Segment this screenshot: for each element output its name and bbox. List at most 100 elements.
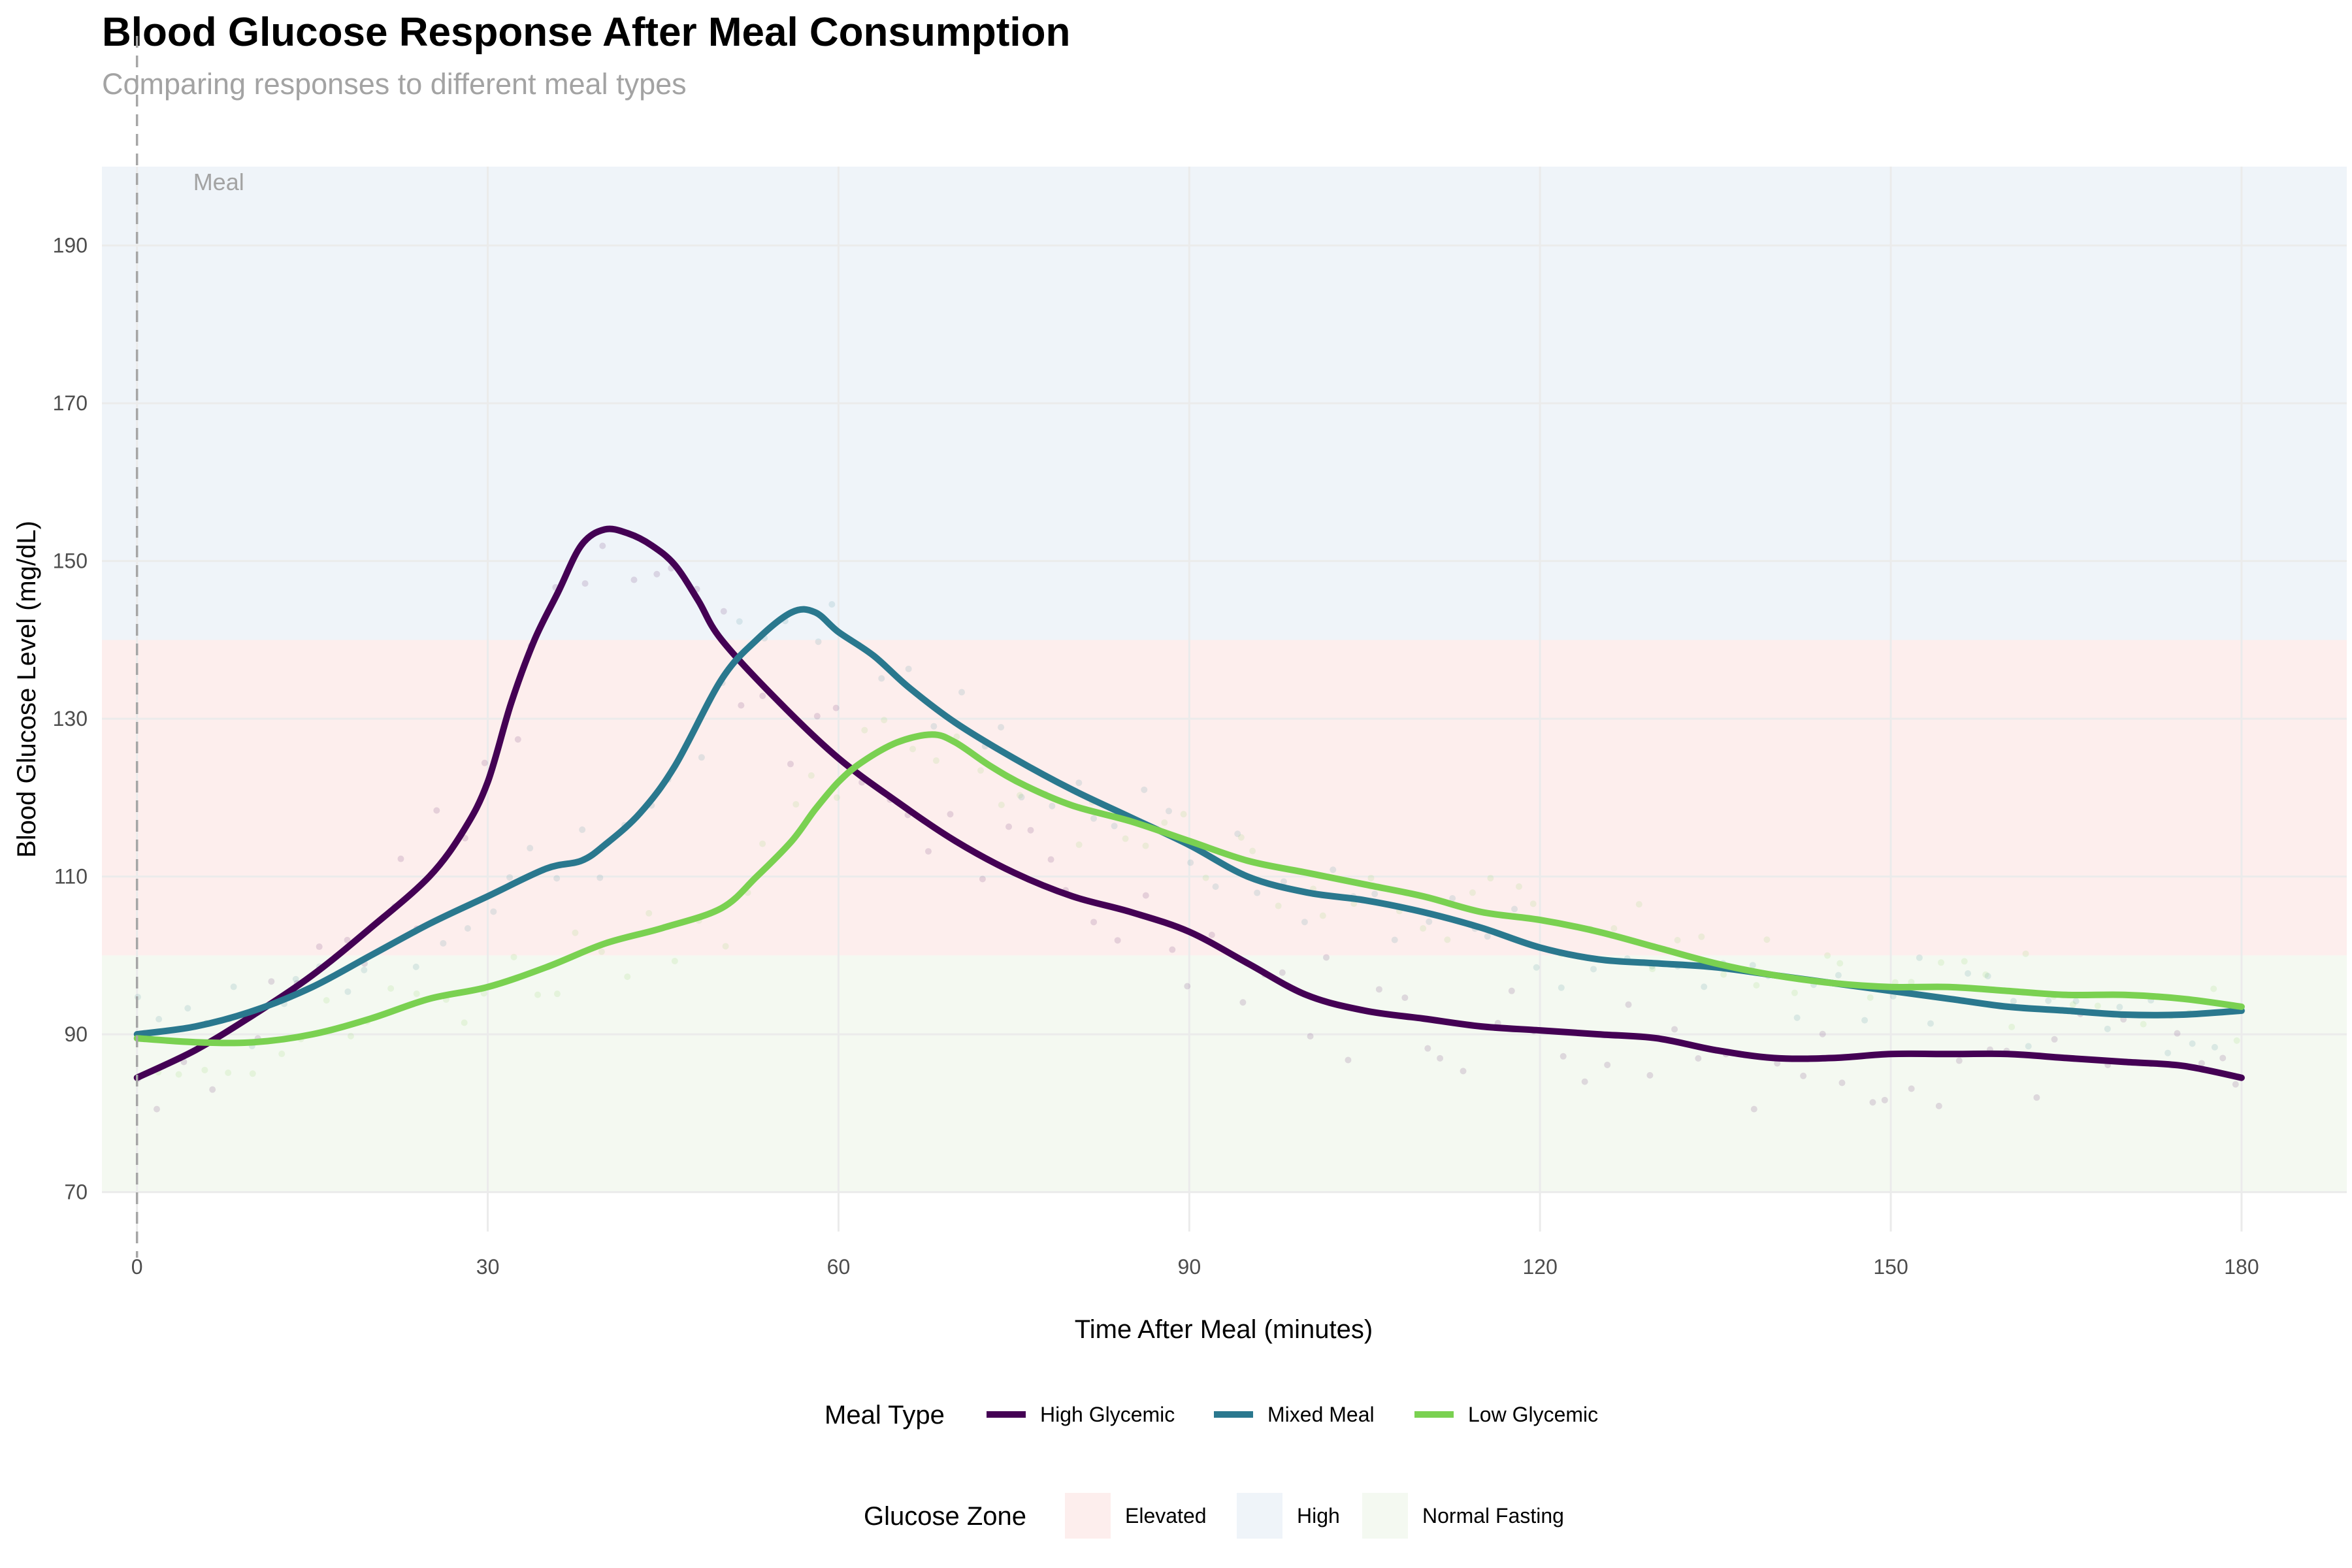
scatter-point bbox=[1367, 874, 1375, 881]
scatter-point bbox=[510, 953, 517, 960]
scatter-point bbox=[1249, 847, 1256, 855]
scatter-point bbox=[953, 733, 960, 740]
x-axis-title: Time After Meal (minutes) bbox=[1075, 1315, 1373, 1344]
scatter-point bbox=[958, 689, 966, 696]
scatter-point bbox=[722, 943, 729, 950]
scatter-point bbox=[2008, 1023, 2016, 1030]
scatter-point bbox=[1301, 919, 1308, 926]
scatter-point bbox=[1674, 936, 1681, 943]
scatter-point bbox=[832, 704, 840, 711]
scatter-point bbox=[1111, 823, 1118, 830]
scatter-point bbox=[2140, 1021, 2147, 1028]
scatter-point bbox=[1982, 971, 1989, 978]
scatter-point bbox=[579, 826, 586, 833]
scatter-point bbox=[1558, 984, 1565, 991]
scatter-point bbox=[2210, 985, 2217, 992]
scatter-point bbox=[412, 963, 419, 970]
scatter-point bbox=[1867, 994, 1874, 1001]
scatter-point bbox=[736, 618, 743, 625]
scatter-point bbox=[1142, 892, 1149, 899]
scatter-point bbox=[2010, 998, 2017, 1005]
scatter-point bbox=[344, 988, 351, 995]
scatter-point bbox=[1424, 1045, 1431, 1052]
legend-meal-title: Meal Type bbox=[825, 1401, 945, 1429]
scatter-point bbox=[201, 1066, 208, 1073]
scatter-point bbox=[2022, 950, 2029, 957]
scatter-point bbox=[464, 925, 471, 932]
scatter-point bbox=[998, 724, 1005, 731]
scatter-point bbox=[1695, 1055, 1702, 1062]
scatter-point bbox=[630, 576, 638, 583]
scatter-point bbox=[1511, 906, 1518, 913]
scatter-point bbox=[977, 767, 984, 774]
scatter-point bbox=[1114, 937, 1121, 944]
scatter-point bbox=[480, 990, 487, 997]
scatter-point bbox=[175, 1071, 182, 1078]
scatter-point bbox=[1701, 983, 1708, 990]
scatter-point bbox=[2045, 997, 2052, 1004]
scatter-point bbox=[1437, 1054, 1444, 1062]
scatter-point bbox=[527, 845, 534, 852]
scatter-point bbox=[1800, 1072, 1807, 1079]
scatter-point bbox=[1961, 958, 1968, 965]
legend-swatch-elevated bbox=[1065, 1493, 1111, 1539]
scatter-point bbox=[1234, 830, 1241, 838]
scatter-point bbox=[1984, 972, 1991, 979]
scatter-point bbox=[1533, 964, 1540, 971]
scatter-point bbox=[1774, 1060, 1781, 1067]
legend-label-high-glycemic: High Glycemic bbox=[1040, 1403, 1175, 1426]
series-line-high-glycemic bbox=[133, 525, 2245, 1081]
y-axis-title: Blood Glucose Level (mg/dL) bbox=[12, 521, 41, 858]
scatter-point bbox=[1698, 933, 1705, 940]
x-tick-label: 30 bbox=[476, 1255, 500, 1279]
scatter-point bbox=[2051, 1036, 2058, 1043]
scatter-point bbox=[1449, 895, 1456, 902]
y-tick-label: 170 bbox=[53, 391, 88, 415]
scatter-point bbox=[808, 772, 815, 779]
scatter-point bbox=[1420, 925, 1427, 932]
scatter-point bbox=[815, 638, 822, 645]
x-tick-label: 150 bbox=[1873, 1255, 1908, 1279]
scatter-point bbox=[1590, 966, 1597, 973]
scatter-point bbox=[861, 727, 868, 734]
scatter-point bbox=[2174, 1030, 2181, 1037]
scatter-point bbox=[1049, 802, 1056, 809]
x-tick-label: 180 bbox=[2224, 1255, 2259, 1279]
scatter-point bbox=[645, 909, 653, 917]
scatter-point bbox=[1208, 932, 1215, 939]
scatter-point bbox=[553, 990, 561, 998]
scatter-point bbox=[998, 802, 1005, 809]
scatter-point bbox=[932, 757, 939, 764]
scatter-point bbox=[316, 943, 323, 951]
scatter-point bbox=[1720, 971, 1727, 978]
scatter-point bbox=[514, 736, 521, 743]
scatter-point bbox=[1763, 936, 1771, 943]
scatter-point bbox=[1560, 1053, 1567, 1060]
scatter-point bbox=[1005, 823, 1013, 830]
scatter-point bbox=[1861, 1017, 1869, 1024]
scatter-point bbox=[572, 929, 579, 936]
scatter-point bbox=[1161, 819, 1168, 826]
scatter-point bbox=[792, 801, 800, 808]
meal-annotation-label: Meal bbox=[193, 169, 244, 195]
scatter-point bbox=[2094, 1002, 2101, 1009]
x-tick-label: 120 bbox=[1522, 1255, 1557, 1279]
scatter-point bbox=[1141, 786, 1148, 793]
scatter-point bbox=[1279, 969, 1286, 976]
scatter-point bbox=[397, 855, 404, 862]
scatter-point bbox=[1819, 1030, 1826, 1037]
scatter-point bbox=[1916, 954, 1923, 961]
scatter-point bbox=[1750, 1105, 1757, 1113]
scatter-point bbox=[1671, 1026, 1678, 1033]
scatter-point bbox=[1202, 874, 1209, 881]
legend-label-normal-fasting: Normal Fasting bbox=[1422, 1504, 1564, 1527]
scatter-point bbox=[759, 693, 766, 700]
scatter-point bbox=[1254, 889, 1261, 896]
scatter-point bbox=[1142, 842, 1149, 849]
scatter-point bbox=[1955, 1057, 1963, 1064]
scatter-point bbox=[2233, 1037, 2240, 1044]
scatter-point bbox=[1330, 866, 1337, 874]
legend-meal-type: Meal Type High Glycemic Mixed Meal Low Gly… bbox=[825, 1401, 1598, 1429]
scatter-point bbox=[1345, 1056, 1352, 1064]
